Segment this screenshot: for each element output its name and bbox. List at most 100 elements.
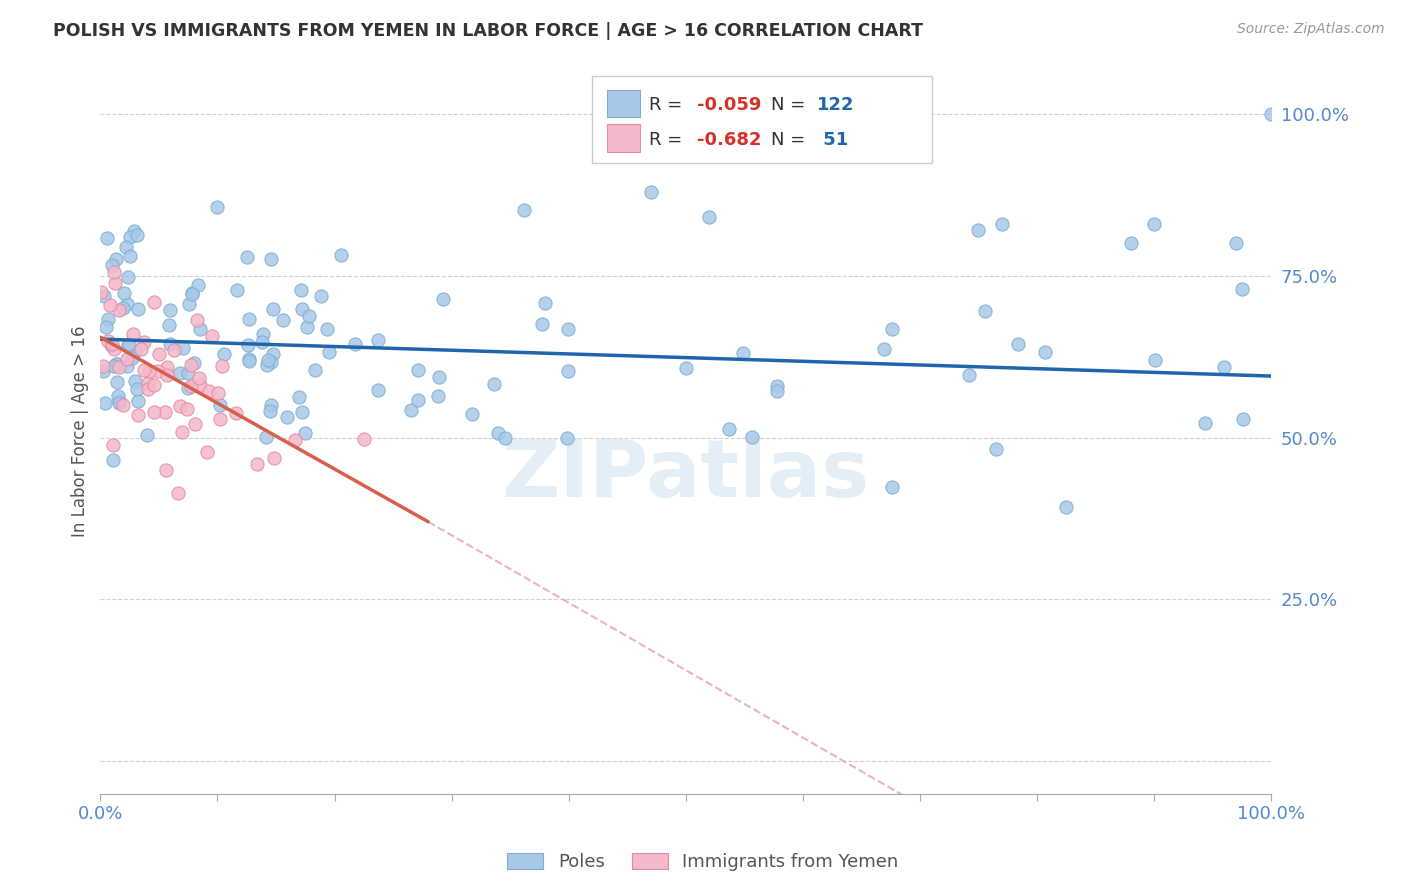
Point bbox=[186, 313, 208, 327]
Point bbox=[765, 379, 787, 393]
Point bbox=[399, 402, 422, 417]
Text: ZIPatlas: ZIPatlas bbox=[502, 435, 870, 514]
Point bbox=[124, 374, 146, 388]
Point bbox=[117, 338, 139, 352]
Point bbox=[143, 294, 166, 309]
Point bbox=[112, 286, 135, 301]
Legend: Poles, Immigrants from Yemen: Poles, Immigrants from Yemen bbox=[501, 846, 905, 879]
Point bbox=[120, 230, 142, 244]
Point bbox=[180, 358, 202, 372]
Point bbox=[186, 277, 208, 292]
Point bbox=[103, 452, 125, 467]
Text: POLISH VS IMMIGRANTS FROM YEMEN IN LABOR FORCE | AGE > 16 CORRELATION CHART: POLISH VS IMMIGRANTS FROM YEMEN IN LABOR… bbox=[53, 22, 924, 40]
Point bbox=[101, 258, 124, 272]
Point bbox=[367, 383, 389, 397]
Point bbox=[1260, 107, 1282, 121]
Point bbox=[127, 302, 149, 317]
Point bbox=[1143, 217, 1166, 231]
Point bbox=[205, 200, 228, 214]
Point bbox=[105, 357, 128, 371]
FancyBboxPatch shape bbox=[592, 76, 932, 163]
Point bbox=[957, 368, 980, 382]
Point bbox=[169, 366, 191, 380]
Point bbox=[91, 359, 114, 374]
Point bbox=[98, 298, 121, 312]
Point bbox=[238, 312, 260, 326]
Point bbox=[118, 249, 141, 263]
Point bbox=[1194, 417, 1216, 431]
Point bbox=[697, 211, 720, 225]
Y-axis label: In Labor Force | Age > 16: In Labor Force | Age > 16 bbox=[72, 326, 89, 537]
Point bbox=[188, 371, 211, 385]
Point bbox=[290, 284, 312, 298]
Point bbox=[176, 401, 198, 416]
Point bbox=[104, 357, 127, 371]
Point bbox=[117, 352, 139, 367]
Point bbox=[127, 394, 149, 409]
Point bbox=[100, 338, 122, 352]
Point bbox=[127, 408, 149, 422]
Point bbox=[97, 334, 120, 348]
Point bbox=[295, 319, 318, 334]
Point bbox=[159, 337, 181, 351]
Point bbox=[252, 327, 274, 342]
Point bbox=[180, 379, 202, 393]
Point bbox=[170, 425, 193, 439]
Point bbox=[1007, 336, 1029, 351]
Point bbox=[201, 328, 224, 343]
Point bbox=[344, 337, 367, 351]
Point bbox=[96, 231, 118, 245]
Point bbox=[534, 296, 557, 310]
Point bbox=[276, 409, 298, 424]
Point bbox=[190, 322, 212, 336]
Point bbox=[124, 343, 146, 358]
Point bbox=[101, 337, 124, 351]
Point bbox=[198, 384, 221, 398]
Point bbox=[103, 359, 125, 373]
Text: N =: N = bbox=[770, 130, 811, 149]
Point bbox=[1230, 282, 1253, 296]
Point bbox=[134, 335, 156, 350]
Point bbox=[882, 480, 904, 494]
Point bbox=[263, 450, 285, 465]
Point bbox=[148, 364, 170, 378]
Point bbox=[1232, 412, 1254, 426]
Point bbox=[254, 430, 277, 444]
Point bbox=[94, 396, 117, 410]
Point bbox=[108, 394, 131, 409]
Point bbox=[250, 335, 273, 350]
Point bbox=[226, 283, 249, 297]
Point bbox=[967, 223, 990, 237]
Point bbox=[208, 398, 231, 412]
Point bbox=[138, 364, 160, 378]
Point bbox=[353, 432, 375, 446]
Point bbox=[309, 288, 332, 302]
Point bbox=[111, 398, 134, 412]
Point bbox=[432, 292, 454, 306]
Point bbox=[513, 203, 536, 218]
Point bbox=[93, 364, 115, 378]
Point bbox=[486, 425, 509, 440]
Point bbox=[984, 442, 1007, 456]
Point bbox=[717, 422, 740, 436]
Point bbox=[1033, 345, 1056, 359]
Point bbox=[557, 322, 579, 336]
Point bbox=[675, 361, 697, 376]
Point bbox=[304, 363, 326, 377]
Text: R =: R = bbox=[650, 130, 689, 149]
Point bbox=[129, 342, 152, 356]
Text: 51: 51 bbox=[817, 130, 848, 149]
Bar bbox=[607, 89, 640, 117]
Point bbox=[107, 389, 129, 403]
Point bbox=[271, 313, 294, 327]
Point bbox=[495, 431, 517, 445]
Text: 122: 122 bbox=[817, 95, 855, 114]
Point bbox=[555, 431, 578, 445]
Point bbox=[136, 427, 159, 442]
Point bbox=[315, 322, 337, 336]
Point bbox=[104, 277, 127, 291]
Point bbox=[143, 377, 166, 392]
Point bbox=[195, 444, 218, 458]
Point bbox=[136, 382, 159, 396]
Point bbox=[122, 224, 145, 238]
